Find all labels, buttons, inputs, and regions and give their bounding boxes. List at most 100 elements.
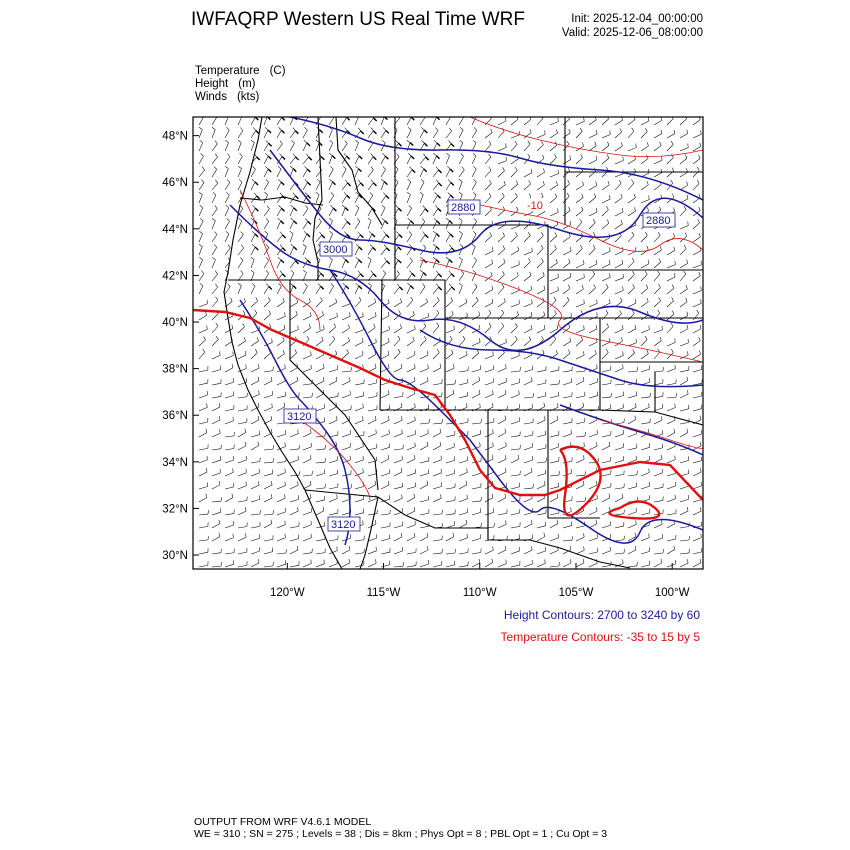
svg-text:3000: 3000 xyxy=(323,244,347,256)
wind-barb xyxy=(341,390,351,399)
wind-barb xyxy=(250,337,259,347)
wind-barb xyxy=(575,154,583,165)
wind-barb xyxy=(484,206,492,217)
wind-barb xyxy=(653,416,663,425)
temperature-contour-zero xyxy=(608,500,661,520)
wind-barb xyxy=(471,522,482,529)
temperature-contour-zero xyxy=(559,445,602,517)
wind-barb xyxy=(289,205,298,217)
wind-barb xyxy=(523,258,531,269)
wind-barb xyxy=(276,140,283,152)
coastline-baja xyxy=(304,489,343,569)
wind-barb xyxy=(588,338,598,347)
wind-barb xyxy=(549,181,558,191)
wind-barb xyxy=(250,117,259,126)
wind-barb xyxy=(523,128,532,139)
field-unit: (kts) xyxy=(236,91,260,103)
wind-barb xyxy=(458,494,468,503)
wind-barb xyxy=(510,546,520,555)
wind-barb xyxy=(640,378,650,386)
wind-barb xyxy=(692,130,702,139)
wind-barb xyxy=(289,153,300,165)
wind-barb xyxy=(627,455,637,464)
field-name: Height xyxy=(195,78,229,90)
lat-tick-label: 36°N xyxy=(162,410,188,422)
wind-barb xyxy=(354,495,364,503)
wind-barb xyxy=(393,310,401,321)
wind-barb xyxy=(627,367,638,373)
wind-barb xyxy=(679,559,689,568)
wind-barb xyxy=(211,257,216,269)
wind-barb xyxy=(692,179,700,191)
wind-barb xyxy=(237,283,242,295)
wind-barb xyxy=(549,519,559,529)
wind-barb xyxy=(250,179,259,191)
wind-barb xyxy=(354,416,364,425)
wind-barb xyxy=(588,547,599,555)
wind-barb xyxy=(692,260,702,269)
wind-barb xyxy=(211,270,218,282)
wind-barb xyxy=(263,140,273,152)
wind-barb xyxy=(315,311,324,321)
wind-barb xyxy=(471,296,479,308)
wind-barb xyxy=(276,442,286,451)
wind-barb xyxy=(341,545,351,555)
wind-barb xyxy=(250,522,261,529)
wind-barb xyxy=(263,257,270,269)
wind-barb xyxy=(328,483,339,490)
wind-barb xyxy=(484,309,492,321)
wind-barb xyxy=(419,231,429,243)
wind-barb xyxy=(471,418,482,425)
field-label-winds: Winds (kts) xyxy=(195,91,259,103)
wind-barb xyxy=(471,179,477,191)
wind-barb xyxy=(471,558,481,568)
wind-barb xyxy=(653,270,661,282)
wind-barb xyxy=(640,365,650,373)
temperature-contour xyxy=(599,419,703,449)
wind-barb xyxy=(549,169,559,178)
wind-barb xyxy=(562,272,572,282)
wind-barb xyxy=(419,377,429,386)
wind-barb xyxy=(471,324,481,334)
wind-barb xyxy=(211,218,216,230)
wind-barb xyxy=(510,454,520,464)
wind-barb xyxy=(445,469,455,477)
wind-barb xyxy=(588,284,596,295)
wind-barb xyxy=(289,283,297,295)
wind-barb xyxy=(237,179,243,191)
wind-barb xyxy=(562,429,572,438)
wind-barb xyxy=(263,376,273,386)
wind-barb xyxy=(692,246,702,256)
temperature-contours xyxy=(239,117,703,501)
wind-barb xyxy=(341,484,352,490)
wind-barb xyxy=(354,166,362,178)
wind-barb xyxy=(549,232,557,243)
wind-barb xyxy=(276,117,286,126)
wind-barb xyxy=(211,429,221,438)
wind-barb xyxy=(484,285,494,295)
wind-barb xyxy=(523,168,533,178)
wind-barb xyxy=(250,495,260,503)
wind-barb xyxy=(406,469,416,477)
wind-barb xyxy=(627,127,635,139)
wind-barb xyxy=(432,428,442,438)
wind-barb xyxy=(328,140,333,152)
wind-barb xyxy=(588,507,598,516)
wind-barb xyxy=(640,560,651,568)
wind-barb xyxy=(211,402,221,412)
wind-barb xyxy=(250,270,255,282)
wind-barb xyxy=(666,322,674,334)
wind-barb xyxy=(523,140,531,152)
wind-barb xyxy=(575,218,583,230)
wind-barb xyxy=(380,390,390,399)
wind-barb xyxy=(640,180,649,191)
wind-barb xyxy=(666,428,676,438)
model-info: OUTPUT FROM WRF V4.6.1 MODEL xyxy=(194,816,372,828)
wind-barb xyxy=(549,220,559,230)
wind-barb xyxy=(627,271,635,282)
wind-barb xyxy=(497,493,507,503)
wind-barb xyxy=(458,519,468,529)
wind-barb xyxy=(588,324,598,334)
wind-barb xyxy=(666,560,676,568)
wind-barb xyxy=(627,299,637,308)
